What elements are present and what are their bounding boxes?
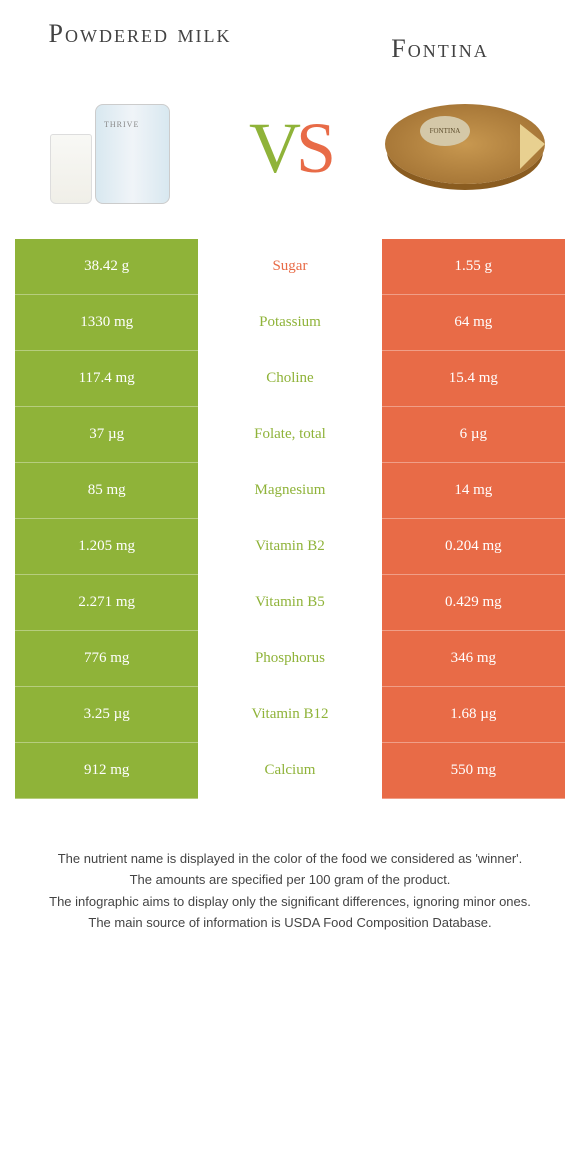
- cell-nutrient-label: Potassium: [198, 295, 381, 351]
- table-row: 37 µgFolate, total6 µg: [15, 407, 565, 463]
- cell-right-value: 0.204 mg: [382, 519, 565, 575]
- cell-right-value: 346 mg: [382, 631, 565, 687]
- table-row: 1.205 mgVitamin B20.204 mg: [15, 519, 565, 575]
- cell-left-value: 912 mg: [15, 743, 198, 799]
- cell-left-value: 37 µg: [15, 407, 198, 463]
- footnotes: The nutrient name is displayed in the co…: [15, 849, 565, 933]
- cell-nutrient-label: Sugar: [198, 239, 381, 295]
- vs-s-letter: S: [296, 107, 331, 190]
- cell-left-value: 2.271 mg: [15, 575, 198, 631]
- cell-nutrient-label: Choline: [198, 351, 381, 407]
- cell-nutrient-label: Vitamin B12: [198, 687, 381, 743]
- cell-left-value: 1.205 mg: [15, 519, 198, 575]
- header-title-right: Fontina: [335, 35, 545, 64]
- header-row: Powdered milk Fontina: [15, 20, 565, 64]
- cell-nutrient-label: Folate, total: [198, 407, 381, 463]
- cell-nutrient-label: Phosphorus: [198, 631, 381, 687]
- right-food-image: FONTINA: [380, 84, 550, 214]
- cell-right-value: 550 mg: [382, 743, 565, 799]
- cell-left-value: 776 mg: [15, 631, 198, 687]
- header-title-left: Powdered milk: [35, 20, 245, 49]
- table-row: 38.42 gSugar1.55 g: [15, 239, 565, 295]
- footnote-line: The amounts are specified per 100 gram o…: [45, 870, 535, 890]
- images-row: THRIVE V S FONTINA: [15, 84, 565, 214]
- cell-left-value: 3.25 µg: [15, 687, 198, 743]
- table-row: 3.25 µgVitamin B121.68 µg: [15, 687, 565, 743]
- table-row: 2.271 mgVitamin B50.429 mg: [15, 575, 565, 631]
- cell-left-value: 117.4 mg: [15, 351, 198, 407]
- cell-right-value: 1.68 µg: [382, 687, 565, 743]
- cell-nutrient-label: Calcium: [198, 743, 381, 799]
- cell-right-value: 6 µg: [382, 407, 565, 463]
- cell-right-value: 64 mg: [382, 295, 565, 351]
- table-row: 1330 mgPotassium64 mg: [15, 295, 565, 351]
- cell-right-value: 14 mg: [382, 463, 565, 519]
- infographic-container: Powdered milk Fontina THRIVE V S FONTINA…: [0, 0, 580, 955]
- cell-left-value: 38.42 g: [15, 239, 198, 295]
- cell-nutrient-label: Vitamin B2: [198, 519, 381, 575]
- cell-right-value: 1.55 g: [382, 239, 565, 295]
- cell-right-value: 0.429 mg: [382, 575, 565, 631]
- powdered-milk-icon: THRIVE: [40, 89, 190, 209]
- comparison-table: 38.42 gSugar1.55 g1330 mgPotassium64 mg1…: [15, 239, 565, 799]
- table-row: 117.4 mgCholine15.4 mg: [15, 351, 565, 407]
- cell-nutrient-label: Vitamin B5: [198, 575, 381, 631]
- cell-nutrient-label: Magnesium: [198, 463, 381, 519]
- footnote-line: The infographic aims to display only the…: [45, 892, 535, 912]
- cell-left-value: 85 mg: [15, 463, 198, 519]
- vs-v-letter: V: [249, 107, 296, 190]
- table-row: 776 mgPhosphorus346 mg: [15, 631, 565, 687]
- footnote-line: The main source of information is USDA F…: [45, 913, 535, 933]
- table-row: 85 mgMagnesium14 mg: [15, 463, 565, 519]
- fontina-cheese-icon: FONTINA: [385, 104, 545, 194]
- left-food-image: THRIVE: [30, 84, 200, 214]
- cell-left-value: 1330 mg: [15, 295, 198, 351]
- footnote-line: The nutrient name is displayed in the co…: [45, 849, 535, 869]
- cell-right-value: 15.4 mg: [382, 351, 565, 407]
- vs-label: V S: [249, 107, 331, 190]
- table-row: 912 mgCalcium550 mg: [15, 743, 565, 799]
